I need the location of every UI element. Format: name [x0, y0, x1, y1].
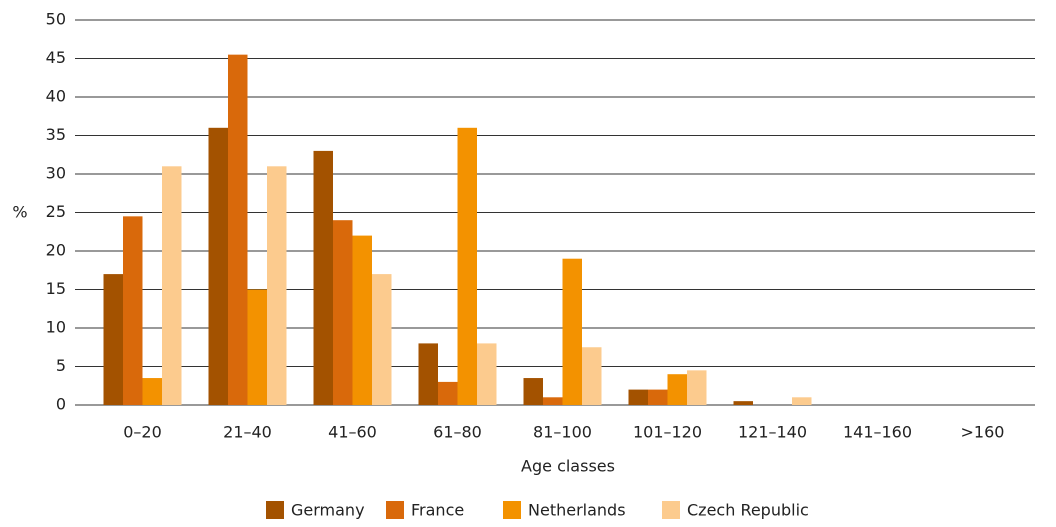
legend-swatch — [503, 501, 521, 519]
y-tick-label: 20 — [46, 241, 66, 260]
bar — [103, 274, 123, 405]
y-axis-label: % — [12, 203, 27, 222]
y-tick-label: 10 — [46, 318, 66, 337]
legend-label: France — [411, 501, 464, 520]
legend-label: Germany — [291, 501, 365, 520]
bar — [162, 166, 182, 405]
bar — [352, 235, 372, 405]
bar — [733, 401, 753, 405]
bar — [648, 389, 668, 405]
x-tick-label: 81–100 — [533, 423, 592, 442]
y-tick-label: 35 — [46, 125, 66, 144]
legend-swatch — [266, 501, 284, 519]
bar — [267, 166, 287, 405]
bar — [477, 343, 497, 405]
bar — [543, 397, 563, 405]
bar — [228, 54, 248, 406]
x-tick-label: >160 — [961, 423, 1005, 442]
bar — [523, 378, 543, 405]
bar — [628, 389, 648, 405]
bar — [208, 127, 228, 406]
y-tick-label: 15 — [46, 279, 66, 298]
bar — [313, 150, 333, 405]
bar — [372, 274, 392, 405]
x-tick-label: 121–140 — [738, 423, 807, 442]
bar — [418, 343, 438, 405]
y-tick-label: 40 — [46, 87, 66, 106]
y-tick-label: 50 — [46, 10, 66, 29]
x-tick-label: 141–160 — [843, 423, 912, 442]
y-tick-label: 0 — [56, 395, 66, 414]
y-tick-label: 30 — [46, 164, 66, 183]
bar — [247, 289, 267, 405]
y-tick-label: 5 — [56, 356, 66, 375]
legend-swatch — [386, 501, 404, 519]
bar — [438, 381, 458, 405]
x-tick-label: 61–80 — [433, 423, 482, 442]
x-tick-label: 41–60 — [328, 423, 377, 442]
bar — [562, 258, 582, 405]
x-tick-label: 21–40 — [223, 423, 272, 442]
x-tick-label: 101–120 — [633, 423, 702, 442]
legend-label: Netherlands — [528, 501, 626, 520]
bar — [142, 378, 162, 405]
bar — [687, 370, 707, 405]
legend-swatch — [662, 501, 680, 519]
bar — [457, 127, 477, 406]
bar — [582, 347, 602, 405]
legend-label: Czech Republic — [687, 501, 809, 520]
x-axis-label: Age classes — [521, 457, 615, 476]
bar — [333, 220, 353, 405]
y-tick-label: 25 — [46, 202, 66, 221]
x-tick-label: 0–20 — [123, 423, 162, 442]
bar — [123, 216, 143, 405]
bar — [667, 374, 687, 405]
y-tick-label: 45 — [46, 48, 66, 67]
bar — [792, 397, 812, 405]
